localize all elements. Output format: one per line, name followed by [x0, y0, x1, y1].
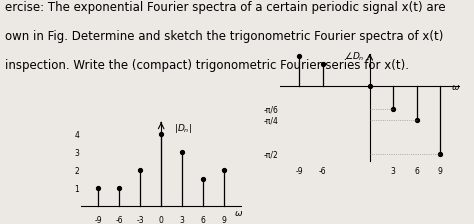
Text: $|D_n|$: $|D_n|$	[174, 122, 192, 135]
Text: inspection. Write the (compact) trigonometric Fourier series for x(t).: inspection. Write the (compact) trigonom…	[5, 59, 409, 72]
Text: $\angle D_n$: $\angle D_n$	[344, 51, 365, 63]
Text: ercise: The exponential Fourier spectra of a certain periodic signal x(t) are: ercise: The exponential Fourier spectra …	[5, 1, 446, 14]
Text: $\omega$: $\omega$	[234, 209, 243, 218]
Text: $\omega$: $\omega$	[451, 83, 460, 92]
Text: own in Fig. Determine and sketch the trigonometric Fourier spectra of x(t): own in Fig. Determine and sketch the tri…	[5, 30, 443, 43]
